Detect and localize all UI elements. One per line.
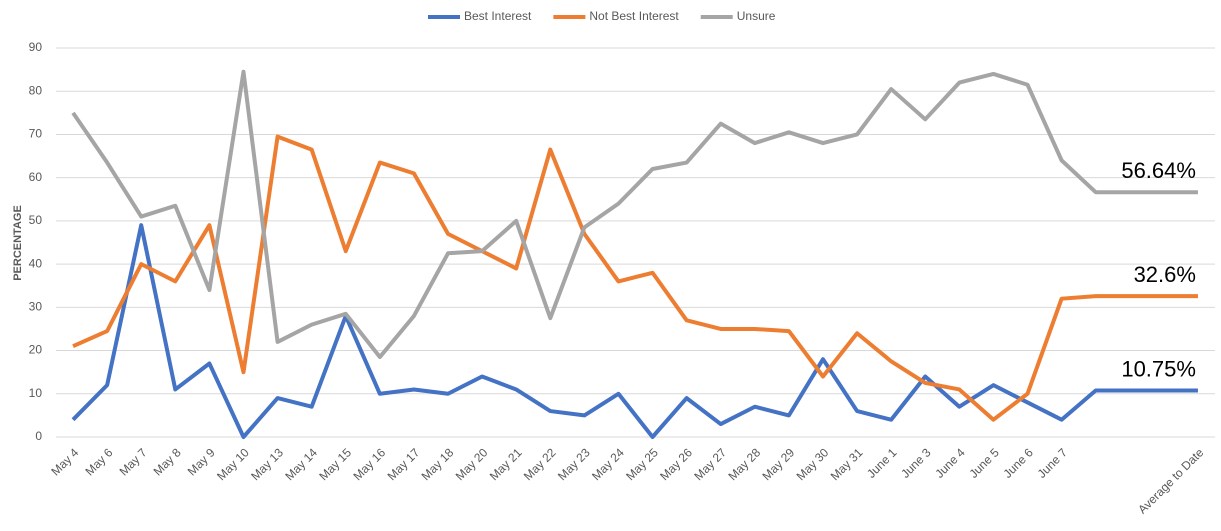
- legend-label: Best Interest: [464, 9, 532, 23]
- x-tick-label: June 5: [966, 445, 1002, 481]
- x-tick-label: May 24: [589, 445, 627, 483]
- y-tick-label: 60: [29, 170, 43, 184]
- legend-label: Unsure: [737, 9, 776, 23]
- x-tick-label: May 13: [248, 445, 286, 483]
- y-tick-label: 50: [29, 213, 43, 227]
- y-tick-label: 30: [29, 300, 43, 314]
- y-tick-label: 10: [29, 386, 43, 400]
- line: [71, 223, 1198, 439]
- y-tick-label: 40: [29, 256, 43, 270]
- x-tick-label: Average to Date: [1135, 445, 1206, 516]
- line: [71, 69, 1198, 360]
- value-label: 10.75%: [1121, 356, 1196, 381]
- x-tick-label: May 21: [487, 445, 525, 483]
- value-label: 32.6%: [1134, 262, 1196, 287]
- line: [72, 134, 1198, 422]
- x-tick-label: May 7: [117, 445, 150, 478]
- y-tick-label: 90: [29, 40, 43, 54]
- x-tick-label: May 20: [453, 445, 491, 483]
- value-label: 56.64%: [1121, 158, 1196, 183]
- y-tick-label: 0: [35, 429, 42, 443]
- x-tick-label: May 14: [282, 445, 320, 483]
- x-tick-label: May 4: [48, 445, 81, 478]
- x-tick-label: June 6: [1001, 445, 1037, 481]
- x-tick-label: June 4: [932, 445, 968, 481]
- x-tick-label: May 23: [555, 445, 593, 483]
- x-tick-label: May 8: [151, 445, 184, 478]
- x-tick-label: May 30: [794, 445, 832, 483]
- y-tick-label: 70: [29, 127, 43, 141]
- x-tick-label: May 26: [657, 445, 695, 483]
- x-tick-label: May 16: [350, 445, 388, 483]
- x-tick-label: May 29: [760, 445, 798, 483]
- x-tick-label: June 3: [898, 445, 934, 481]
- x-tick-label: May 28: [725, 445, 763, 483]
- x-tick-label: May 25: [623, 445, 661, 483]
- y-tick-label: 80: [29, 83, 43, 97]
- x-tick-label: May 15: [316, 445, 354, 483]
- x-tick-label: June 7: [1035, 445, 1071, 481]
- x-tick-label: May 31: [828, 445, 866, 483]
- x-tick-label: May 27: [691, 445, 729, 483]
- x-tick-label: June 1: [864, 445, 900, 481]
- x-tick-label: May 18: [419, 445, 457, 483]
- y-axis-label: PERCENTAGE: [12, 205, 24, 281]
- x-tick-label: May 10: [214, 445, 252, 483]
- x-tick-label: May 6: [82, 445, 115, 478]
- x-tick-label: May 22: [521, 445, 559, 483]
- y-tick-label: 20: [29, 343, 43, 357]
- x-tick-label: May 17: [385, 445, 423, 483]
- legend-label: Not Best Interest: [589, 9, 679, 23]
